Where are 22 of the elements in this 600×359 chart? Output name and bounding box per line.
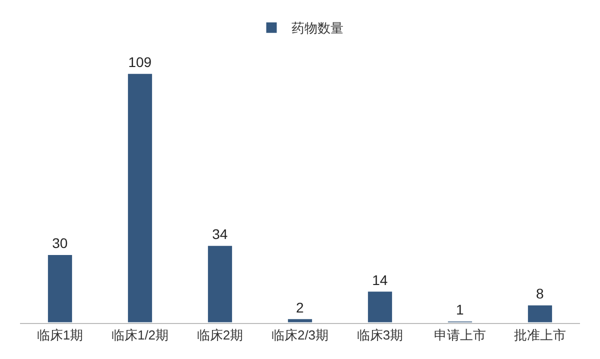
data-label: 34 [212, 226, 228, 242]
bar [286, 318, 314, 323]
x-tick-label: 批准上市 [514, 328, 566, 343]
bar [46, 253, 74, 323]
x-tick-label: 临床1期 [36, 328, 84, 343]
data-label: 30 [52, 235, 68, 252]
x-tick-label: 临床2期 [196, 328, 244, 343]
legend-label: 药物数量 [292, 20, 344, 36]
x-tick-label: 临床2/3期 [271, 328, 329, 343]
x-tick-label: 临床3期 [356, 328, 404, 343]
data-label: 1 [456, 302, 464, 318]
bar [126, 72, 154, 323]
data-label: 14 [372, 272, 388, 288]
data-label: 109 [128, 54, 152, 70]
x-tick-label: 申请上市 [434, 328, 486, 343]
bar [366, 290, 394, 323]
bar [446, 320, 474, 323]
x-tick-label: 临床1/2期 [111, 328, 169, 343]
data-label: 2 [296, 299, 304, 316]
data-label: 8 [536, 286, 544, 302]
bar [526, 304, 554, 323]
bar [206, 244, 234, 323]
